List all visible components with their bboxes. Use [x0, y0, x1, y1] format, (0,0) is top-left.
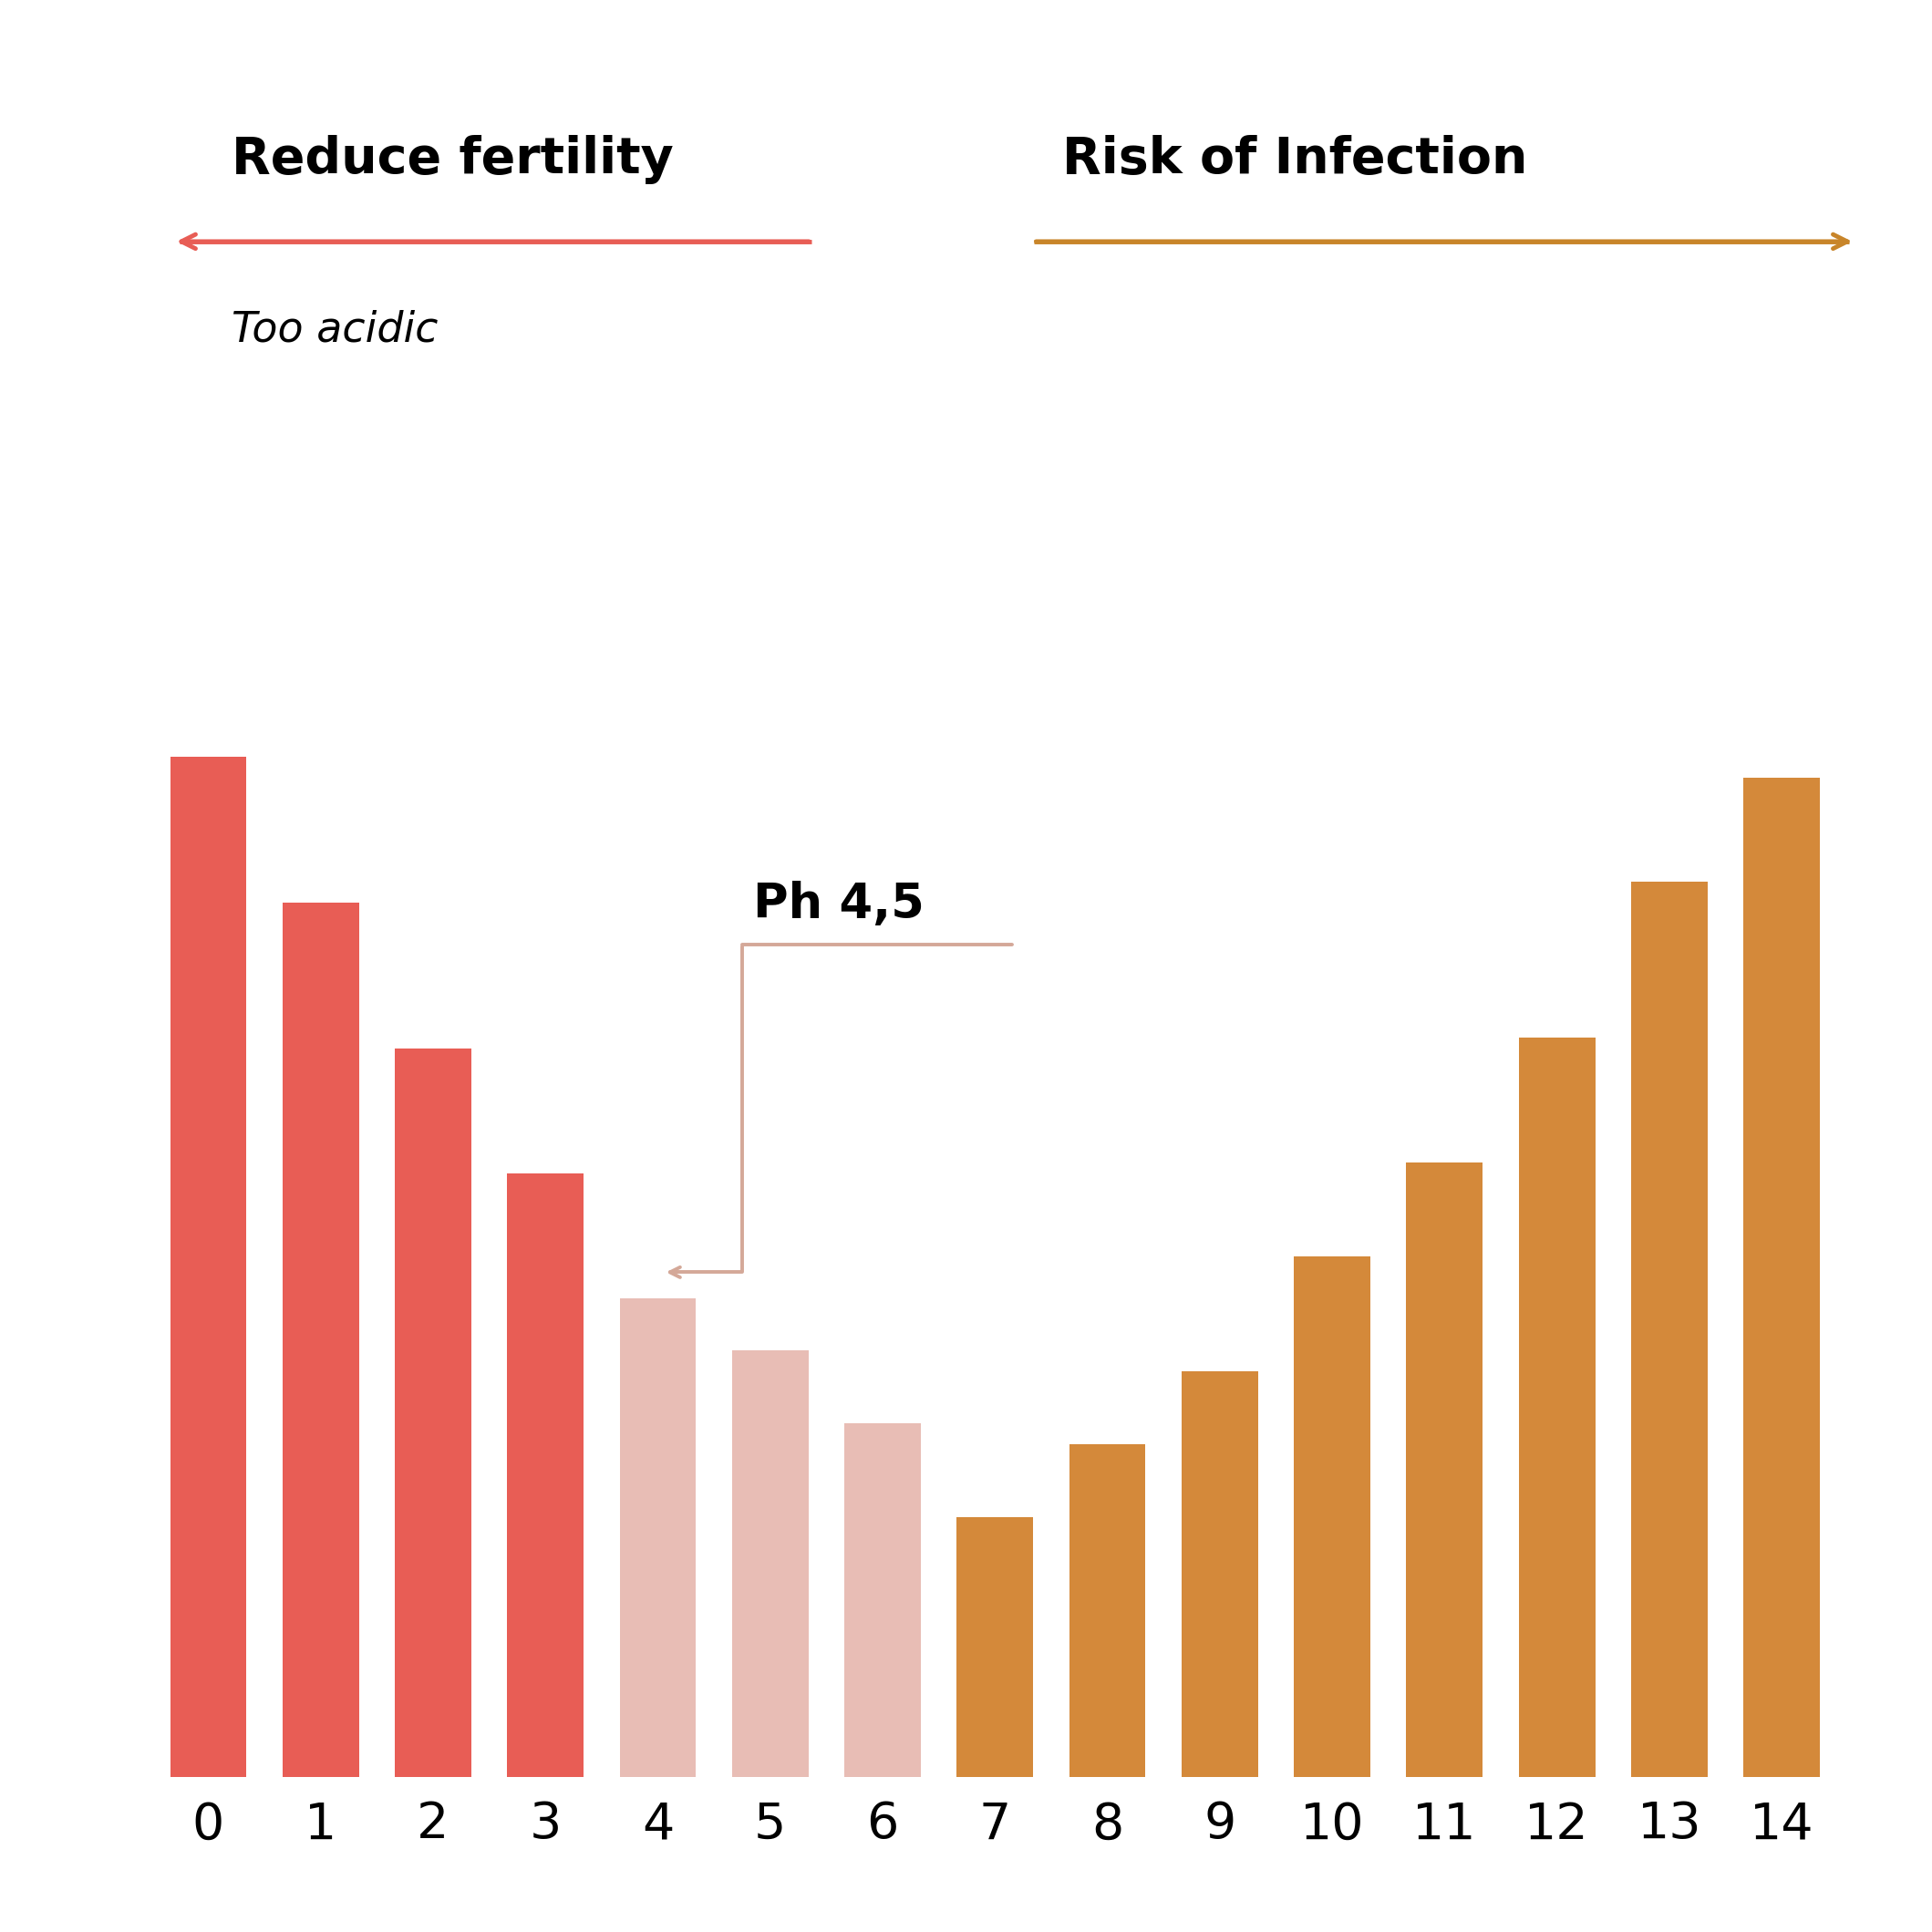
Bar: [394, 1049, 471, 1777]
Bar: [1519, 1037, 1596, 1777]
Bar: [732, 1350, 808, 1777]
Bar: [1631, 881, 1708, 1777]
Bar: [1294, 1256, 1370, 1777]
Bar: [620, 1298, 696, 1777]
Bar: [508, 1173, 583, 1777]
Bar: [1406, 1163, 1482, 1777]
Bar: [844, 1424, 922, 1777]
Bar: [170, 757, 247, 1777]
Bar: [1068, 1443, 1146, 1777]
Bar: [282, 902, 359, 1777]
Bar: [1182, 1372, 1258, 1777]
Bar: [956, 1517, 1034, 1777]
Text: Risk of Infection: Risk of Infection: [1063, 135, 1528, 184]
Bar: [1743, 777, 1820, 1777]
Text: Ph 4,5: Ph 4,5: [753, 881, 925, 929]
Text: Too acidic: Too acidic: [232, 309, 439, 350]
Text: Reduce fertility: Reduce fertility: [232, 135, 674, 184]
